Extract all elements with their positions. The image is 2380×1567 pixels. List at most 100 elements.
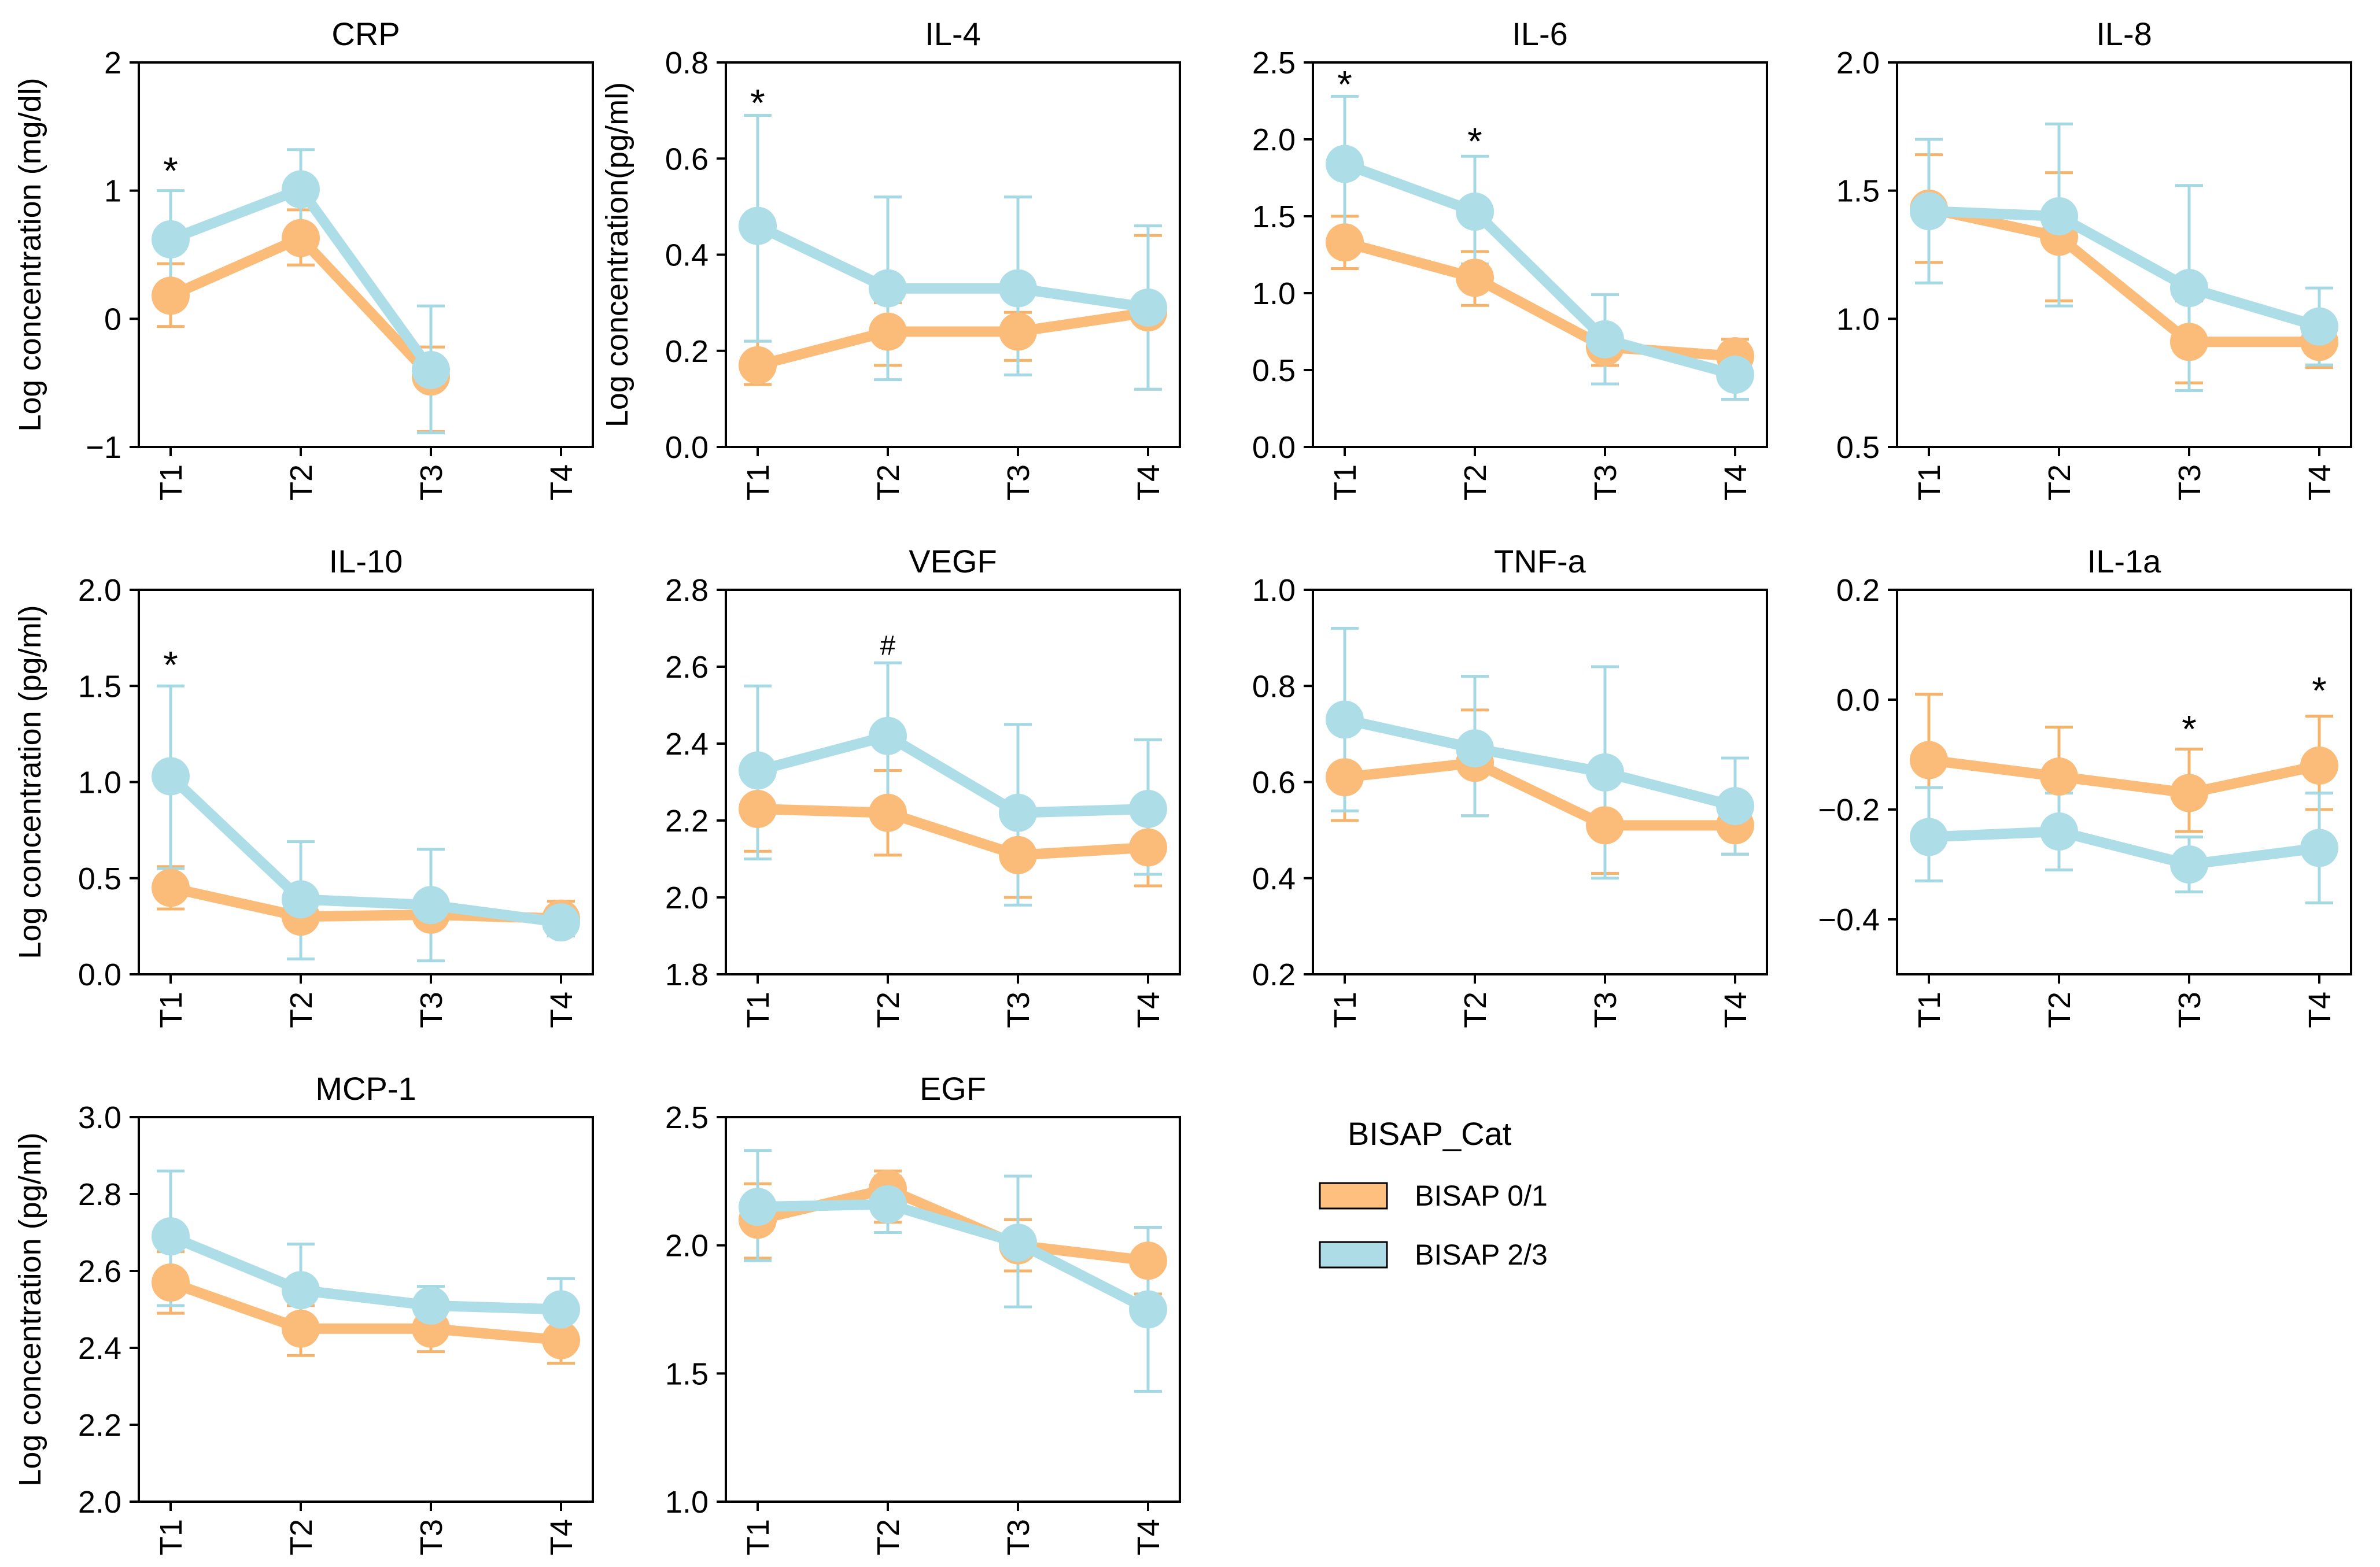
- panel-5-s0-line: [752, 804, 1153, 860]
- panel-5-s1-line: [752, 730, 1153, 818]
- panel-2-ytick-label-5: 2.5: [1252, 46, 1296, 80]
- panel-3-ytick-label-1: 1.0: [1836, 302, 1880, 337]
- panel-4-ytick-label-0: 0.0: [78, 958, 121, 992]
- panel-8-s1-point-2: [412, 1286, 450, 1325]
- panel-9-xtick-label-2: T3: [1001, 1519, 1036, 1555]
- panel-8-s1-point-0: [152, 1217, 190, 1256]
- panel-7-title: IL-1a: [2087, 543, 2161, 579]
- panel-4-ytick-label-1: 0.5: [78, 862, 121, 896]
- panel-6-title: TNF-a: [1494, 543, 1586, 579]
- panel-0-ylabel: Log concentration (mg/dl): [13, 77, 47, 431]
- panel-5-ytick-label-1: 2.0: [665, 881, 709, 915]
- panel-9-xtick-label-1: T2: [871, 1519, 906, 1555]
- panel-1-s0-point-1: [869, 312, 907, 351]
- panel-6-ytick-label-0: 0.2: [1252, 958, 1296, 992]
- panel-8-ytick-label-3: 2.6: [78, 1254, 121, 1289]
- panel-6-s0-line: [1340, 757, 1740, 831]
- panel-7-ytick-label-1: −0.2: [1818, 793, 1880, 827]
- panel-6-s1-point-1: [1456, 729, 1494, 768]
- panel-1-s1-point-2: [999, 269, 1037, 308]
- panel-1-xtick-label-3: T4: [1131, 464, 1166, 501]
- panel-4-xtick-label-3: T4: [544, 992, 579, 1028]
- panel-4-s1-point-2: [412, 886, 450, 925]
- panel-7-xtick-label-1: T2: [2042, 992, 2077, 1028]
- panel-3-s1-point-1: [2040, 197, 2078, 235]
- panel-0-s1-point-1: [282, 170, 320, 209]
- panel-4-ytick-label-2: 1.0: [78, 766, 121, 800]
- panel-9-s1-line: [752, 1199, 1153, 1315]
- panel-1-s0-point-0: [739, 346, 777, 385]
- legend-label-0: BISAP 0/1: [1415, 1180, 1548, 1212]
- panel-3-xtick-label-1: T2: [2042, 464, 2077, 501]
- panel-0-ytick-label-0: −1: [86, 430, 121, 465]
- panel-4-title: IL-10: [329, 543, 403, 579]
- panel-5-s1-point-2: [999, 793, 1037, 832]
- panel-7-xtick-label-0: T1: [1912, 992, 1947, 1028]
- panel-9-xtick-label-3: T4: [1131, 1519, 1166, 1555]
- panel-8-s0-point-1: [282, 1309, 320, 1348]
- panel-9-s1-point-3: [1129, 1290, 1167, 1329]
- panel-3-xtick-label-0: T1: [1912, 464, 1947, 501]
- panel-4-ylabel: Log concentration (pg/ml): [13, 605, 47, 959]
- panel-8-s1-point-1: [282, 1271, 320, 1310]
- panel-9-s1-point-1: [869, 1185, 907, 1224]
- panel-6-s0-point-0: [1326, 758, 1364, 797]
- panel-7-xtick-label-3: T4: [2302, 992, 2337, 1028]
- panel-1-annotation-0: *: [750, 82, 765, 124]
- panel-5-ytick-label-0: 1.8: [665, 958, 709, 992]
- panel-0-ytick-label-1: 0: [104, 302, 121, 337]
- panel-5-ytick-label-2: 2.2: [665, 804, 709, 838]
- panel-0-annotation-0: *: [163, 149, 178, 192]
- panel-7-s1-point-2: [2170, 845, 2208, 884]
- panel-6-s1-line: [1340, 714, 1740, 812]
- panel-2-s0-point-1: [1456, 258, 1494, 297]
- panel-7-frame: [1896, 589, 2352, 975]
- panel-3-xtick-label-3: T4: [2302, 464, 2337, 501]
- panel-6-xtick-label-2: T3: [1588, 992, 1623, 1028]
- panel-3-ytick-label-0: 0.5: [1836, 430, 1880, 465]
- panel-6-s1-point-3: [1716, 787, 1754, 826]
- panel-7-xtick-label-2: T3: [2172, 992, 2207, 1028]
- legend-swatch-1: [1319, 1241, 1388, 1269]
- panel-7-ytick-label-2: 0.0: [1836, 683, 1880, 718]
- panel-2-ytick-label-3: 1.5: [1252, 199, 1296, 234]
- legend-swatch-0: [1319, 1182, 1388, 1210]
- panel-0-s0-point-1: [282, 219, 320, 257]
- panels: CRP −1 0 1 2 T1 T2 T3 T4 Log concentration (mg/dl…: [13, 16, 2352, 1555]
- panel-8-title: MCP-1: [315, 1070, 416, 1107]
- panel-8-s0-point-0: [152, 1263, 190, 1302]
- panel-8-ytick-label-2: 2.4: [78, 1331, 121, 1366]
- panel-8-s1-point-3: [542, 1290, 580, 1329]
- panel-0-s1-point-2: [412, 351, 450, 389]
- panel-1-ytick-label-0: 0.0: [665, 430, 709, 465]
- panel-5-s0-point-3: [1129, 828, 1167, 867]
- panel-5-ytick-label-4: 2.6: [665, 650, 709, 685]
- panel-7: IL-1a −0.4 −0.2 0.0 0.2 T1 T2 T3 T4 * *: [1818, 543, 2352, 1028]
- panel-5-s0-point-0: [739, 790, 777, 829]
- panel-8-xtick-label-1: T2: [284, 1519, 319, 1555]
- panel-4-s1-point-1: [282, 880, 320, 919]
- panel-4-s1-point-0: [152, 757, 190, 796]
- panel-0-ytick-label-3: 2: [104, 46, 121, 80]
- panel-3: IL-8 0.5 1.0 1.5 2.0 T1 T2 T3 T4: [1836, 16, 2352, 501]
- panel-2-ytick-label-1: 0.5: [1252, 353, 1296, 388]
- panel-2: IL-6 0.0 0.5 1.0 1.5 2.0 2.5 T1 T2 T3 T4 * *: [1252, 16, 1768, 501]
- panel-5: VEGF 1.8 2.0 2.2 2.4 2.6 2.8 T1 T2 T3 T4 #: [665, 543, 1181, 1028]
- panel-3-frame: [1896, 61, 2352, 448]
- panel-7-annotation-0: *: [2182, 708, 2197, 751]
- legend: BISAP_Cat BISAP 0/1 BISAP 2/3: [1319, 1115, 1548, 1271]
- panel-3-s1-point-0: [1910, 192, 1948, 231]
- panel-4-ytick-label-3: 1.5: [78, 669, 121, 704]
- panel-8-xtick-label-2: T3: [414, 1519, 449, 1555]
- panel-9-ytick-label-2: 2.0: [665, 1229, 709, 1263]
- panel-6-ytick-label-4: 1.0: [1252, 573, 1296, 608]
- panel-0-s0-point-0: [152, 276, 190, 315]
- legend-label-1: BISAP 2/3: [1415, 1239, 1548, 1271]
- panel-7-annotation-1: *: [2312, 669, 2327, 712]
- panel-1-ytick-label-4: 0.8: [665, 46, 709, 80]
- panel-6-ytick-label-2: 0.6: [1252, 766, 1296, 800]
- panel-6: TNF-a 0.2 0.4 0.6 0.8 1.0 T1 T2 T3 T4: [1252, 543, 1768, 1028]
- panel-6-s1-point-0: [1326, 700, 1364, 739]
- panel-9-xtick-label-0: T1: [741, 1519, 776, 1555]
- panel-1-ytick-label-2: 0.4: [665, 238, 709, 273]
